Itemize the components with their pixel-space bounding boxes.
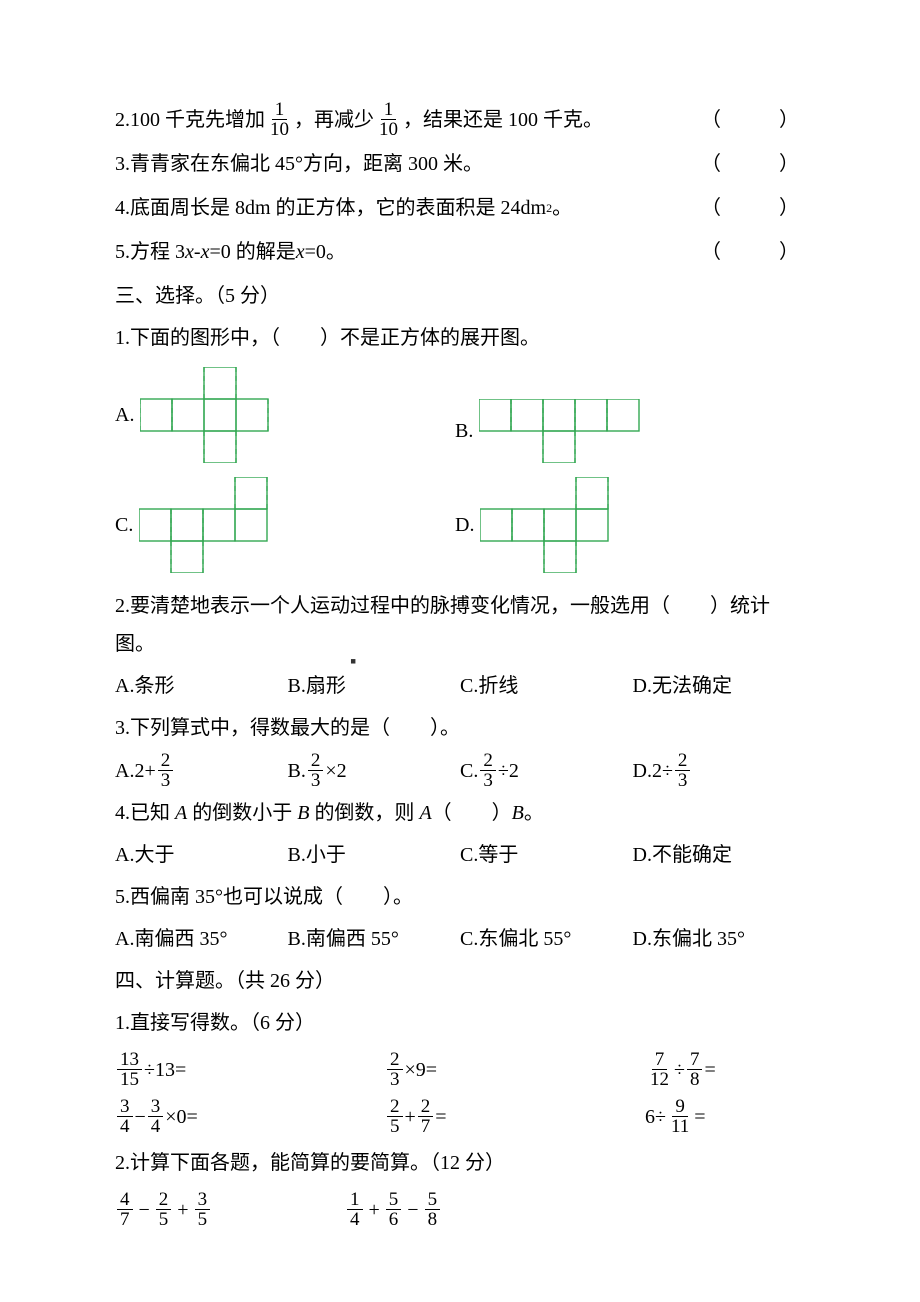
cube-net-d <box>480 477 640 573</box>
fraction: 110 <box>376 100 401 139</box>
s3-q3-stem: 3.下列算式中，得数最大的是（ ）。 <box>115 709 805 747</box>
cube-net-a <box>140 367 300 463</box>
calc-item: 23×9= <box>385 1050 645 1089</box>
s3-q5-stem: 5.西偏南 35°也可以说成（ ）。 <box>115 878 805 916</box>
calc-item: 25+27= <box>385 1097 645 1136</box>
option-d[interactable]: D.不能确定 <box>633 836 806 874</box>
option-label-d: D. <box>455 506 474 544</box>
fraction: 110 <box>267 100 292 139</box>
option-d[interactable]: D.无法确定 <box>633 667 806 705</box>
s4-q1: 1.直接写得数。（6 分） <box>115 1004 805 1042</box>
answer-blank[interactable]: （ ） <box>701 233 805 271</box>
calc-item: 14 + 56 − 58 <box>345 1190 805 1229</box>
option-a[interactable]: A.大于 <box>115 836 288 874</box>
calc-item: 1315÷13= <box>115 1050 385 1089</box>
s3-q4-options: A.大于 B.小于 C.等于 D.不能确定 <box>115 836 805 874</box>
s3-q2-options: A.条形 B.扇形 C.折线 D.无法确定 <box>115 667 805 705</box>
option-a[interactable]: A.2+23 <box>115 751 288 790</box>
judge-q5: 5.方程 3x-x=0 的解是 x=0。 （ ） <box>115 233 805 271</box>
option-c[interactable]: C.东偏北 55° <box>460 920 633 958</box>
calc-item: 34−34×0= <box>115 1097 385 1136</box>
calc-item: 47 − 25 + 35 <box>115 1190 345 1229</box>
s3-q3-options: A.2+23 B.23×2 C.23÷2 D.2÷23 <box>115 751 805 790</box>
calc-row-1: 1315÷13= 23×9= 712÷78= <box>115 1050 805 1089</box>
shapes-row-2: C. D. <box>115 477 805 573</box>
cube-net-c <box>139 477 299 573</box>
shapes-row-1: A. B. <box>115 367 805 463</box>
text: 2.100 千克先增加 <box>115 101 265 139</box>
option-a[interactable]: A.南偏西 35° <box>115 920 288 958</box>
option-d[interactable]: D.2÷23 <box>633 751 806 790</box>
option-b[interactable]: B.小于 <box>288 836 461 874</box>
answer-blank[interactable]: （ ） <box>701 145 805 183</box>
judge-q3: 3.青青家在东偏北 45°方向，距离 300 米。 （ ） <box>115 145 805 183</box>
option-label-b: B. <box>455 412 473 450</box>
option-c[interactable]: C.等于 <box>460 836 633 874</box>
option-a[interactable]: A.条形 <box>115 667 288 705</box>
s3-q4-stem: 4.已知 A 的倒数小于 B 的倒数，则 A（ ）B。 <box>115 794 805 832</box>
option-label-c: C. <box>115 506 133 544</box>
answer-blank[interactable]: （ ） <box>701 189 805 227</box>
option-b[interactable]: B.23×2 <box>288 751 461 790</box>
cube-net-b <box>479 399 671 463</box>
option-d[interactable]: D.东偏北 35° <box>633 920 806 958</box>
option-b[interactable]: B.南偏西 55° <box>288 920 461 958</box>
calc-item: 712÷78= <box>645 1050 805 1089</box>
s4-q2: 2.计算下面各题，能简算的要简算。（12 分） <box>115 1144 805 1182</box>
s3-q5-options: A.南偏西 35° B.南偏西 55° C.东偏北 55° D.东偏北 35° <box>115 920 805 958</box>
judge-q4: 4.底面周长是 8dm 的正方体，它的表面积是 24dm2。 （ ） <box>115 189 805 227</box>
option-label-a: A. <box>115 396 134 434</box>
calc-row-2: 34−34×0= 25+27= 6÷911= <box>115 1097 805 1136</box>
s3-q1: 1.下面的图形中，（ ）不是正方体的展开图。 <box>115 319 805 357</box>
option-c[interactable]: C.折线 <box>460 667 633 705</box>
bullet-icon: ▪ <box>350 644 356 678</box>
answer-blank[interactable]: （ ） <box>701 101 805 139</box>
option-c[interactable]: C.23÷2 <box>460 751 633 790</box>
section4-title: 四、计算题。（共 26 分） <box>115 962 805 1000</box>
judge-q2: 2.100 千克先增加 110 ，再减少 110 ，结果还是 100 千克。 （… <box>115 100 805 139</box>
calc-row-3: 47 − 25 + 35 14 + 56 − 58 <box>115 1190 805 1229</box>
text: 3.青青家在东偏北 45°方向，距离 300 米。 <box>115 145 483 183</box>
s3-q2-stem: 2.要清楚地表示一个人运动过程中的脉搏变化情况，一般选用（ ）统计图。 <box>115 587 805 663</box>
section3-title: 三、选择。（5 分） <box>115 277 805 315</box>
calc-item: 6÷911= <box>645 1097 805 1136</box>
option-b[interactable]: B.扇形 <box>288 667 461 705</box>
